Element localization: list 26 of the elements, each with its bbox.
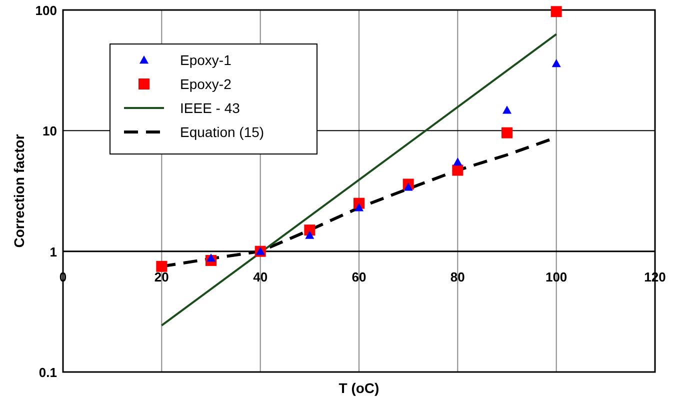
point: [354, 203, 364, 212]
y-tick-label: 1: [50, 244, 57, 260]
y-axis-title: Correction factor: [11, 134, 27, 248]
point: [156, 260, 168, 272]
legend-label: IEEE - 43: [180, 100, 240, 116]
point: [552, 59, 561, 68]
point: [305, 230, 314, 239]
legend-label: Epoxy-1: [180, 52, 232, 68]
point: [404, 182, 413, 191]
y-tick-label: 100: [35, 3, 57, 18]
point: [452, 164, 464, 176]
point: [550, 6, 562, 18]
point: [502, 127, 512, 138]
x-tick-label: 20: [154, 269, 169, 284]
legend-label: Equation (15): [180, 124, 264, 140]
y-tick-label: 0.1: [38, 365, 57, 380]
y-tick-label: 10: [42, 124, 57, 139]
legend-label: Epoxy-2: [180, 76, 232, 92]
x-tick-label: 100: [545, 269, 568, 284]
x-tick-label: 40: [253, 269, 268, 284]
x-tick-label: 80: [450, 269, 465, 284]
x-axis-title: T (oC): [338, 380, 380, 396]
point: [206, 254, 216, 262]
point: [502, 106, 512, 114]
point: [453, 157, 462, 166]
x-tick-label: 60: [352, 269, 366, 284]
